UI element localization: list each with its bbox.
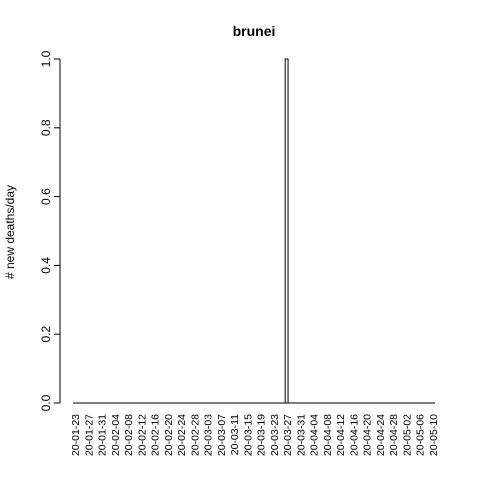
y-tick-label: 0.0 xyxy=(39,394,53,411)
y-axis-label: # new deaths/day xyxy=(3,185,17,279)
x-tick-label: 20-03-19 xyxy=(256,414,268,456)
x-tick-label: 20-04-08 xyxy=(322,414,334,456)
x-tick-label: 20-02-12 xyxy=(136,414,148,456)
bar xyxy=(284,58,289,404)
x-tick-label: 20-02-28 xyxy=(189,414,201,456)
x-tick-label: 20-04-12 xyxy=(335,414,347,456)
x-tick-label: 20-04-24 xyxy=(375,414,387,456)
x-tick-label: 20-04-04 xyxy=(309,414,321,456)
x-tick-label: 20-03-15 xyxy=(242,414,254,456)
x-tick-label: 20-05-10 xyxy=(428,414,440,456)
x-tick-label: 20-02-08 xyxy=(123,414,135,456)
x-tick-label: 20-03-07 xyxy=(216,414,228,456)
y-tick-label: 0.6 xyxy=(39,188,53,205)
y-tick-label: 0.8 xyxy=(39,119,53,136)
chart-title: brunei xyxy=(233,23,276,39)
x-tick-label: 20-03-23 xyxy=(269,414,281,456)
y-axis: 0.0 0.2 0.4 0.6 0.8 1.0 xyxy=(39,50,61,411)
x-tick-label: 20-02-16 xyxy=(150,414,162,456)
x-tick-label: 20-03-03 xyxy=(203,414,215,456)
y-tick-label: 1.0 xyxy=(39,50,53,67)
x-tick-label: 20-05-02 xyxy=(401,414,413,456)
y-tick-label: 0.4 xyxy=(39,257,53,274)
x-tick-label: 20-04-16 xyxy=(348,414,360,456)
x-tick-label: 20-01-31 xyxy=(97,414,109,456)
x-tick-label: 20-02-20 xyxy=(163,414,175,456)
bars xyxy=(73,58,435,404)
x-tick-label: 20-03-31 xyxy=(295,414,307,456)
x-tick-label: 20-03-27 xyxy=(282,414,294,456)
x-tick-label: 20-02-24 xyxy=(176,414,188,456)
x-tick-label: 20-04-28 xyxy=(388,414,400,456)
y-tick-label: 0.2 xyxy=(39,326,53,343)
x-tick-label: 20-03-11 xyxy=(229,414,241,455)
x-tick-label: 20-04-20 xyxy=(362,414,374,456)
x-tick-label: 20-01-27 xyxy=(83,414,95,456)
x-axis: 20-01-23 20-01-27 20-01-31 20-02-04 20-02-08… xyxy=(70,414,440,456)
x-tick-label: 20-02-04 xyxy=(110,414,122,456)
x-tick-label: 20-01-23 xyxy=(70,414,82,456)
x-tick-label: 20-05-06 xyxy=(415,414,427,456)
